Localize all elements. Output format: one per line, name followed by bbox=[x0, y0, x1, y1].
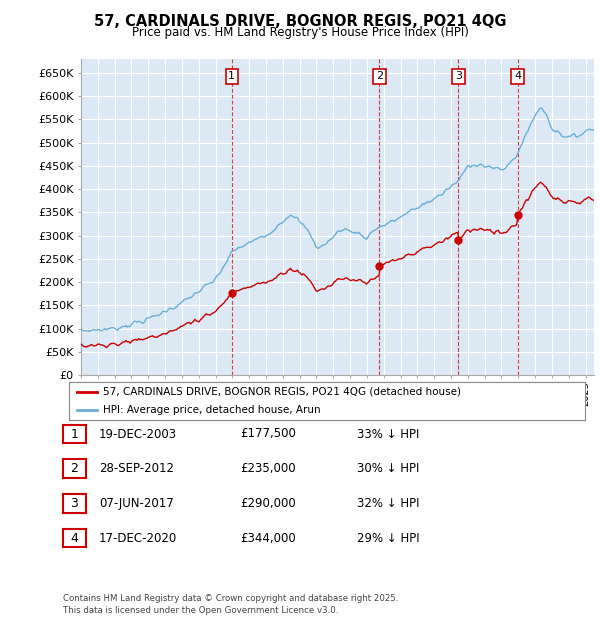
Text: 3: 3 bbox=[455, 71, 462, 81]
Text: 33% ↓ HPI: 33% ↓ HPI bbox=[357, 428, 419, 440]
Text: 19-DEC-2003: 19-DEC-2003 bbox=[99, 428, 177, 440]
Text: 4: 4 bbox=[514, 71, 521, 81]
Text: £177,500: £177,500 bbox=[240, 428, 296, 440]
Text: Price paid vs. HM Land Registry's House Price Index (HPI): Price paid vs. HM Land Registry's House … bbox=[131, 26, 469, 39]
Text: 29% ↓ HPI: 29% ↓ HPI bbox=[357, 532, 419, 544]
Text: 57, CARDINALS DRIVE, BOGNOR REGIS, PO21 4QG (detached house): 57, CARDINALS DRIVE, BOGNOR REGIS, PO21 … bbox=[103, 387, 461, 397]
Text: 17-DEC-2020: 17-DEC-2020 bbox=[99, 532, 177, 544]
Text: 2: 2 bbox=[70, 463, 79, 475]
Text: 1: 1 bbox=[229, 71, 235, 81]
Text: 4: 4 bbox=[70, 532, 79, 544]
Text: 57, CARDINALS DRIVE, BOGNOR REGIS, PO21 4QG: 57, CARDINALS DRIVE, BOGNOR REGIS, PO21 … bbox=[94, 14, 506, 29]
Text: Contains HM Land Registry data © Crown copyright and database right 2025.
This d: Contains HM Land Registry data © Crown c… bbox=[63, 594, 398, 615]
Text: £235,000: £235,000 bbox=[240, 463, 296, 475]
Text: £344,000: £344,000 bbox=[240, 532, 296, 544]
Text: HPI: Average price, detached house, Arun: HPI: Average price, detached house, Arun bbox=[103, 405, 320, 415]
Text: 28-SEP-2012: 28-SEP-2012 bbox=[99, 463, 174, 475]
Text: 07-JUN-2017: 07-JUN-2017 bbox=[99, 497, 174, 510]
Text: 1: 1 bbox=[70, 428, 79, 440]
Text: 30% ↓ HPI: 30% ↓ HPI bbox=[357, 463, 419, 475]
Text: £290,000: £290,000 bbox=[240, 497, 296, 510]
Text: 2: 2 bbox=[376, 71, 383, 81]
Text: 32% ↓ HPI: 32% ↓ HPI bbox=[357, 497, 419, 510]
Text: 3: 3 bbox=[70, 497, 79, 510]
